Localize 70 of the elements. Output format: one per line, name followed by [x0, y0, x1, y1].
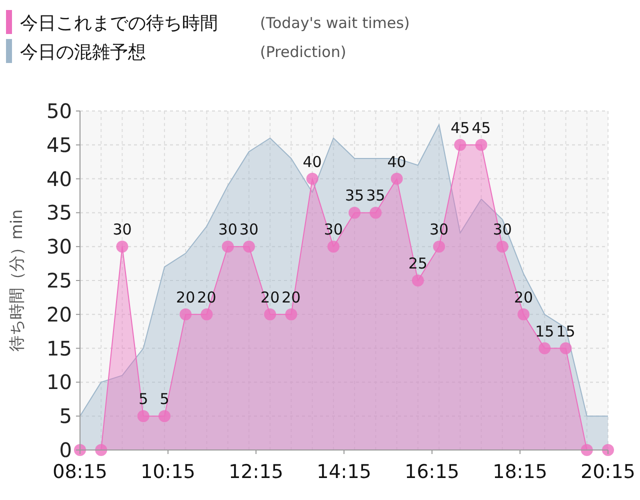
- data-label: 30: [218, 220, 238, 239]
- data-label: 15: [556, 322, 576, 340]
- data-label: 20: [260, 288, 280, 306]
- data-label: 45: [472, 118, 491, 137]
- point: [348, 206, 361, 219]
- data-label: 35: [366, 186, 386, 205]
- point: [496, 240, 508, 253]
- y-tick-label: 30: [46, 234, 72, 259]
- y-tick-label: 20: [46, 302, 72, 326]
- y-tick-label: 50: [46, 99, 72, 123]
- point: [200, 308, 213, 320]
- data-label: 30: [492, 220, 512, 239]
- data-label: 45: [450, 118, 470, 137]
- point: [390, 172, 403, 185]
- text: (Prediction): [260, 43, 346, 61]
- y-tick-label: 15: [46, 336, 72, 360]
- point: [433, 240, 446, 253]
- y-tick-label: 25: [46, 268, 72, 292]
- data-label: 30: [324, 220, 343, 239]
- data-label: 35: [345, 186, 364, 205]
- point: [538, 342, 551, 354]
- point: [306, 172, 318, 185]
- point: [370, 206, 382, 219]
- point: [412, 274, 424, 286]
- x-tick-label: 14:15: [316, 461, 372, 483]
- point: [116, 240, 128, 253]
- y-tick-label: 5: [59, 404, 72, 428]
- x-tick-label: 18:15: [492, 461, 548, 483]
- text: (Today's wait times): [260, 14, 410, 32]
- point: [95, 444, 108, 456]
- data-label: 20: [514, 288, 534, 306]
- data-label: 15: [535, 322, 554, 340]
- point: [222, 240, 234, 253]
- data-label: 30: [239, 220, 259, 239]
- x-tick-label: 12:15: [228, 461, 284, 483]
- data-label: 30: [429, 220, 449, 239]
- x-tick-label: 20:15: [580, 461, 636, 483]
- data-label: 20: [197, 288, 216, 306]
- y-tick-label: 35: [46, 200, 72, 225]
- data-label: 40: [302, 152, 322, 171]
- point: [327, 240, 340, 253]
- data-label: 30: [112, 220, 132, 239]
- y-tick-label: 45: [46, 132, 72, 157]
- point: [475, 138, 488, 151]
- point: [602, 444, 614, 456]
- data-label: 20: [176, 288, 196, 306]
- data-label: 5: [138, 390, 148, 408]
- point: [580, 444, 593, 456]
- x-tick-label: 16:15: [404, 461, 460, 483]
- data-label: 20: [282, 288, 301, 306]
- point: [264, 308, 276, 320]
- legend-label: 今日これまでの待ち時間: [20, 13, 218, 34]
- point: [158, 410, 170, 422]
- y-tick-label: 40: [46, 166, 72, 191]
- y-tick-label: 0: [59, 438, 72, 462]
- point: [560, 342, 572, 354]
- legend-label: 今日の混雑予想: [20, 42, 146, 63]
- data-label: 25: [408, 254, 428, 272]
- point: [285, 308, 298, 320]
- y-axis-title: 待ち時間（分）min: [7, 209, 26, 352]
- point: [518, 308, 530, 320]
- point: [454, 138, 466, 151]
- x-tick-label: 10:15: [140, 461, 196, 483]
- point: [180, 308, 192, 320]
- point: [242, 240, 255, 253]
- data-label: 40: [387, 152, 406, 171]
- data-label: 5: [160, 390, 170, 408]
- point: [137, 410, 150, 422]
- y-tick-label: 10: [46, 370, 72, 394]
- x-tick-label: 08:15: [52, 461, 108, 483]
